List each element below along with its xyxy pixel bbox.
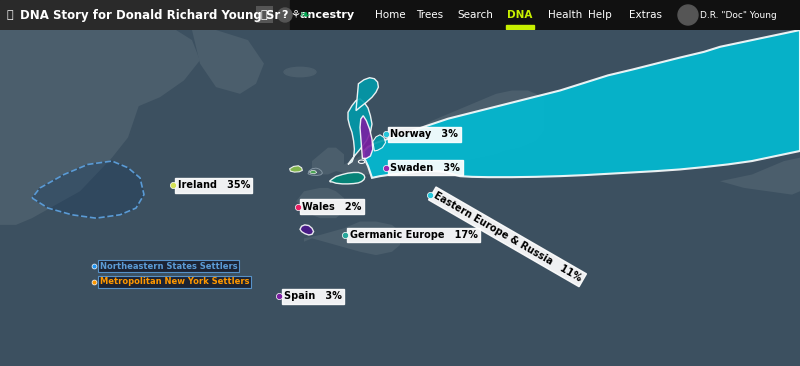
Bar	[506, 25, 534, 29]
Polygon shape	[192, 30, 264, 94]
Text: ⌛: ⌛	[6, 10, 14, 20]
Text: Home: Home	[374, 10, 406, 20]
Text: ❧: ❧	[298, 8, 310, 22]
Polygon shape	[32, 161, 144, 218]
Text: Germanic Europe   17%: Germanic Europe 17%	[350, 230, 478, 240]
Text: Help: Help	[588, 10, 612, 20]
Polygon shape	[720, 158, 800, 195]
Text: Extras: Extras	[629, 10, 662, 20]
Polygon shape	[360, 116, 373, 158]
Text: Ireland   35%: Ireland 35%	[178, 180, 250, 190]
Text: Metropolitan New York Settlers: Metropolitan New York Settlers	[100, 277, 250, 287]
Polygon shape	[300, 225, 314, 235]
Ellipse shape	[678, 5, 698, 25]
Polygon shape	[312, 147, 344, 175]
Text: Swaden   3%: Swaden 3%	[390, 163, 460, 173]
Text: Wales   2%: Wales 2%	[302, 202, 362, 212]
Text: DNA Story for Donald Richard Young Sr: DNA Story for Donald Richard Young Sr	[20, 8, 280, 22]
Polygon shape	[310, 171, 317, 174]
Text: Northeastern States Settlers: Northeastern States Settlers	[100, 262, 238, 271]
Polygon shape	[348, 99, 372, 164]
Text: Spain   3%: Spain 3%	[284, 291, 342, 301]
Bar	[256, 6, 273, 23]
Polygon shape	[308, 168, 322, 175]
Text: DNA: DNA	[507, 10, 533, 20]
Polygon shape	[80, 30, 200, 107]
Bar	[0, 0, 290, 30]
Polygon shape	[330, 172, 365, 184]
Ellipse shape	[358, 160, 365, 163]
Text: ⚘ancestry: ⚘ancestry	[290, 10, 354, 20]
Polygon shape	[304, 221, 400, 255]
Polygon shape	[296, 188, 344, 218]
Bar	[290, 0, 800, 30]
Text: Trees: Trees	[417, 10, 443, 20]
Polygon shape	[364, 30, 800, 178]
Text: ⎙: ⎙	[261, 10, 267, 20]
Ellipse shape	[284, 67, 316, 77]
Polygon shape	[288, 90, 544, 178]
Polygon shape	[0, 30, 144, 366]
Text: Norway   3%: Norway 3%	[390, 129, 458, 139]
Text: D.R. "Doc" Young: D.R. "Doc" Young	[700, 11, 777, 19]
Text: Eastern Europe & Russia   11%: Eastern Europe & Russia 11%	[432, 190, 583, 283]
Ellipse shape	[278, 8, 292, 22]
Text: Search: Search	[457, 10, 493, 20]
Text: ?: ?	[282, 10, 288, 20]
Polygon shape	[290, 166, 302, 172]
Polygon shape	[373, 135, 386, 151]
Polygon shape	[356, 78, 378, 111]
Text: Health: Health	[548, 10, 582, 20]
